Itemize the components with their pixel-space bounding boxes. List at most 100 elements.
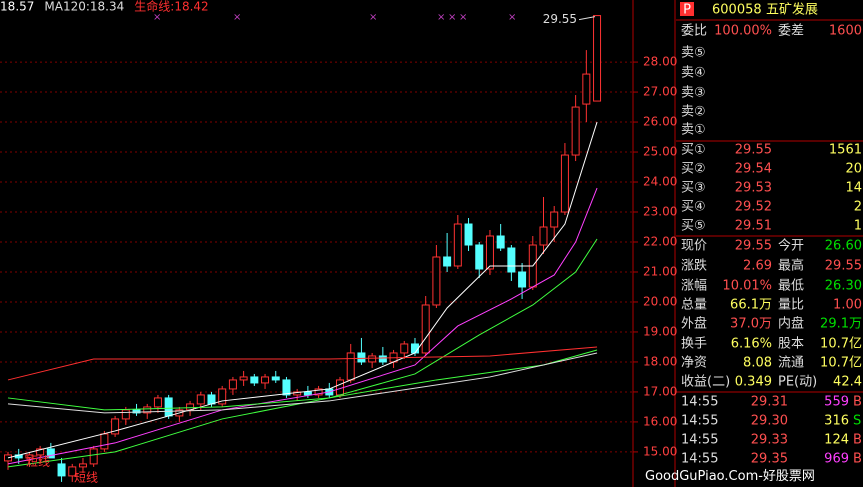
watermark: GoodGuPiao.Com-好股票网 (645, 469, 815, 484)
candle-body (539, 226, 548, 246)
candle-body (410, 343, 419, 354)
quote-cell: 委差 (778, 24, 804, 39)
candle-body (228, 379, 237, 390)
candle-body (475, 244, 484, 270)
quote-cell: 10.7亿 (820, 337, 862, 352)
quote-cell: 66.1万 (730, 298, 772, 313)
candle-body (571, 106, 580, 156)
trade-cell: 29.30 (751, 414, 788, 429)
y-tick-label: 25.00 (643, 145, 677, 159)
candle-body (261, 376, 270, 384)
quote-cell: 卖② (681, 105, 706, 120)
quote-cell: 29.51 (735, 219, 772, 234)
quote-cell: 1.00 (833, 298, 862, 313)
annotation-arrow (578, 16, 596, 21)
quote-cell: 29.53 (735, 181, 772, 196)
quote-cell: 卖⑤ (681, 46, 706, 61)
candle-body (453, 223, 462, 267)
candle-body (368, 355, 377, 363)
candle-body (143, 406, 152, 414)
marker: × (448, 12, 456, 23)
quote-cell: 外盘 (681, 316, 707, 332)
candle-body (89, 448, 98, 465)
quote-cell: 涨幅 (681, 279, 707, 294)
quote-cell: 内盘 (778, 316, 804, 332)
quote-cell: 收益(二) (681, 375, 730, 390)
y-tick-label: 18.00 (643, 354, 677, 368)
trade-cell: 14:55 (681, 433, 718, 448)
candle-body (271, 376, 280, 381)
candle-body (25, 454, 34, 459)
candle-body (111, 418, 120, 435)
ma-line (7, 187, 598, 465)
trade-cell: B (853, 433, 862, 448)
quote-cell: 2.69 (743, 259, 772, 274)
legend-entry: :18.57 (0, 0, 34, 14)
quote-cell: 买① (681, 143, 706, 158)
quote-cell: 10.7亿 (820, 356, 862, 371)
candle-body (121, 409, 130, 420)
y-tick-label: 21.00 (643, 264, 677, 278)
quote-cell: 1600 (829, 24, 862, 39)
y-tick-label: 20.00 (643, 294, 677, 308)
quote-cell: 今开 (778, 238, 804, 254)
trade-cell: 559 (824, 395, 849, 410)
trade-cell: 14:55 (681, 395, 718, 410)
quote-cell: 2 (854, 200, 862, 215)
trade-cell: S (853, 414, 861, 429)
signal-label: 短线 (26, 455, 50, 469)
marker: × (437, 12, 445, 23)
trade-cell: 124 (824, 433, 849, 448)
candle-body (218, 388, 227, 405)
marker: × (459, 12, 467, 23)
badge-box (680, 2, 694, 16)
candle-body (496, 235, 505, 249)
trade-cell: B (853, 395, 862, 410)
candle-body (357, 352, 366, 363)
quote-cell: 买④ (681, 200, 706, 215)
quote-panel: P 600058 五矿发展 委比 100.00% 委差 1600 卖⑤ 卖④ 卖③ 卖② 卖① 买… (676, 2, 863, 467)
ma-line (7, 352, 598, 414)
candle-body (400, 343, 409, 354)
quote-cell: 26.60 (825, 239, 862, 254)
quote-cell: 量比 (778, 298, 804, 313)
candle-body (46, 448, 55, 459)
y-tick-label: 17.00 (643, 384, 677, 398)
quote-cell: 买② (681, 162, 706, 177)
quote-cell: 1 (854, 219, 862, 234)
trade-cell: B (853, 452, 862, 467)
y-tick-label: 28.00 (643, 55, 677, 69)
quote-cell: 6.16% (731, 337, 772, 352)
quote-cell: 26.30 (825, 279, 862, 294)
candle-body (421, 304, 430, 354)
y-tick-label: 15.00 (643, 444, 677, 458)
candle-body (250, 376, 259, 384)
quote-cell: 29.54 (735, 162, 772, 177)
marker: × (233, 12, 241, 23)
candle-body (314, 388, 323, 396)
candle-body (593, 15, 602, 102)
y-tick-label: 16.00 (643, 414, 677, 428)
quote-cell: 现价 (681, 239, 707, 254)
candle-body (207, 394, 216, 405)
quote-cell: 0.349 (735, 375, 772, 390)
quote-cell: 29.55 (735, 143, 772, 158)
quote-cell: 卖④ (681, 66, 706, 81)
ma-line (7, 121, 598, 459)
quote-cell: 股本 (778, 337, 804, 352)
candle-body (485, 235, 494, 270)
trade-cell: 29.35 (751, 452, 788, 467)
quote-cell: 委比 (681, 24, 707, 39)
quote-cell: 净资 (681, 356, 707, 371)
candle-body (196, 394, 205, 405)
marker: × (369, 12, 377, 23)
candle-body (132, 409, 141, 414)
trade-cell: 29.31 (751, 395, 788, 410)
trade-cell: 14:55 (681, 414, 718, 429)
quote-cell: 29.55 (735, 239, 772, 254)
candle-body (507, 247, 516, 273)
quote-cell: 最高 (778, 258, 804, 274)
legend-entry: 生命线:18.42 (134, 0, 208, 14)
quote-cell: 10.01% (722, 279, 772, 294)
